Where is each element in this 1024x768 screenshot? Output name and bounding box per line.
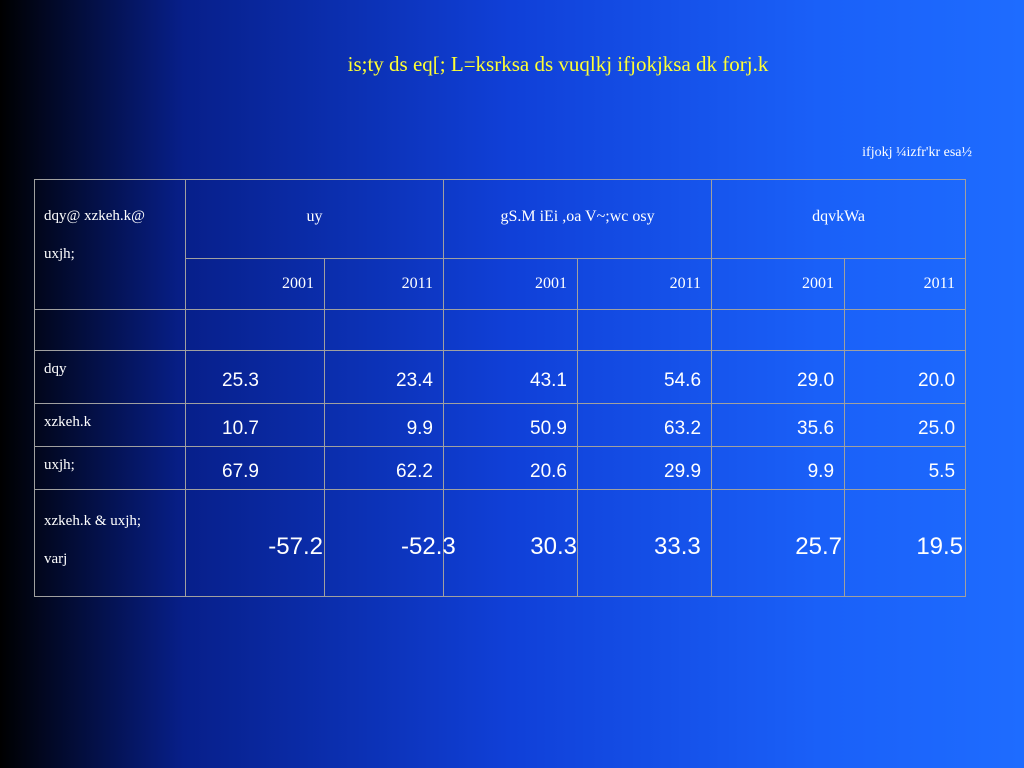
year-header: 2001 bbox=[443, 258, 578, 310]
data-row: uxjh; 67.9 62.2 20.6 29.9 9.9 5.5 bbox=[34, 446, 967, 490]
value-cell: 5.5 bbox=[844, 446, 967, 490]
group-header: uy bbox=[185, 179, 444, 259]
value-cell: 33.3 bbox=[576, 489, 713, 597]
year-header: 2011 bbox=[576, 258, 713, 310]
value-cell: -52.3 bbox=[324, 489, 456, 597]
value-cell: 25.7 bbox=[711, 489, 846, 597]
value-cell: 29.9 bbox=[576, 446, 713, 490]
value-cell: 25.3 bbox=[185, 350, 325, 404]
value-cell: 25.0 bbox=[844, 403, 967, 447]
value-cell: 29.0 bbox=[711, 350, 846, 404]
data-row: xzkeh.k & uxjh; varj -57.2 -52.3 30.3 33.3 25.… bbox=[34, 489, 967, 597]
value-cell: 67.9 bbox=[185, 446, 325, 490]
data-row: xzkeh.k 10.7 9.9 50.9 63.2 35.6 25.0 bbox=[34, 403, 967, 447]
value-cell: -57.2 bbox=[185, 489, 325, 597]
row-label: dqy@ xzkeh.k@ uxjh; bbox=[34, 179, 186, 310]
label-line: varj bbox=[44, 551, 68, 567]
unit-note: ifjokj ¼izfr'kr esa½ bbox=[862, 145, 972, 160]
value-cell: 9.9 bbox=[711, 446, 846, 490]
header-row: dqy@ xzkeh.k@ uxjh; uy gS.M iEi ,oa V~;wc o… bbox=[34, 179, 967, 310]
year-header: 2001 bbox=[185, 258, 325, 310]
value-cell: 20.0 bbox=[844, 350, 967, 404]
row-label: xzkeh.k bbox=[34, 403, 186, 447]
value-cell: 30.3 bbox=[443, 489, 578, 597]
empty-row bbox=[34, 309, 967, 351]
label-line: uxjh; bbox=[44, 246, 75, 262]
value-cell: 54.6 bbox=[576, 350, 713, 404]
data-table: dqy@ xzkeh.k@ uxjh; uy gS.M iEi ,oa V~;wc o… bbox=[34, 179, 967, 597]
label-line: uxjh; bbox=[44, 457, 75, 473]
value-cell: 20.6 bbox=[443, 446, 578, 490]
empty-cell bbox=[844, 309, 967, 351]
slide-title: is;ty ds eq[; L=ksrksa ds vuqlkj ifjokjk… bbox=[347, 52, 769, 76]
empty-cell bbox=[576, 309, 713, 351]
group-header: gS.M iEi ,oa V~;wc osy bbox=[442, 179, 713, 259]
empty-cell bbox=[324, 309, 444, 351]
value-cell: 62.2 bbox=[324, 446, 444, 490]
empty-cell bbox=[443, 309, 578, 351]
row-label: dqy bbox=[34, 350, 186, 404]
empty-cell bbox=[711, 309, 846, 351]
data-row: dqy 25.3 23.4 43.1 54.6 29.0 20.0 bbox=[34, 350, 967, 404]
value-cell: 23.4 bbox=[324, 350, 444, 404]
year-header: 2001 bbox=[711, 258, 846, 310]
label-line: dqy@ xzkeh.k@ bbox=[44, 208, 145, 224]
year-header: 2011 bbox=[324, 258, 444, 310]
value-cell: 43.1 bbox=[443, 350, 578, 404]
row-label: uxjh; bbox=[34, 446, 186, 490]
value-cell: 50.9 bbox=[443, 403, 578, 447]
empty-cell bbox=[185, 309, 325, 351]
value-cell: 63.2 bbox=[576, 403, 713, 447]
label-line: xzkeh.k bbox=[44, 414, 92, 430]
value-cell: 10.7 bbox=[185, 403, 325, 447]
row-label: xzkeh.k & uxjh; varj bbox=[34, 489, 186, 597]
value-cell: 9.9 bbox=[324, 403, 444, 447]
empty-cell bbox=[34, 309, 186, 351]
value-cell: 19.5 bbox=[844, 489, 967, 597]
value-cell: 35.6 bbox=[711, 403, 846, 447]
year-header: 2011 bbox=[844, 258, 967, 310]
year-row: 2001 2011 2001 2011 2001 2011 bbox=[35, 258, 967, 310]
group-header: dqvkWa bbox=[711, 179, 967, 259]
label-line: dqy bbox=[44, 361, 67, 377]
label-line: xzkeh.k & uxjh; bbox=[44, 513, 142, 529]
